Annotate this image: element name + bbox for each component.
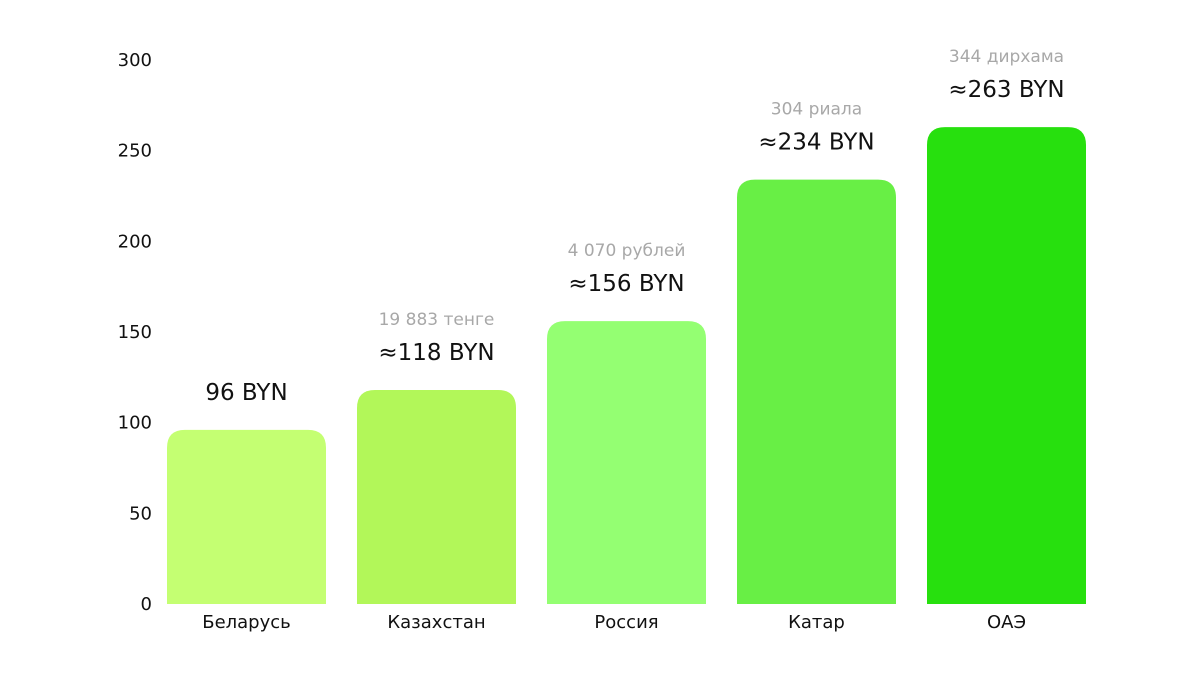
bar-local-amount-label: 304 риала bbox=[771, 100, 862, 120]
bar bbox=[547, 321, 706, 604]
y-tick-label: 300 bbox=[118, 50, 152, 71]
y-tick-label: 250 bbox=[118, 141, 152, 162]
x-category-label: Россия bbox=[594, 612, 658, 633]
x-category-label: Беларусь bbox=[202, 612, 291, 633]
bar bbox=[357, 390, 516, 604]
bar bbox=[167, 429, 326, 604]
bar-value-label: ≈156 BYN bbox=[568, 271, 684, 297]
bar-local-amount-label: 19 883 тенге bbox=[379, 310, 495, 330]
y-tick-label: 100 bbox=[118, 413, 152, 434]
bar-value-label: 96 BYN bbox=[205, 380, 287, 406]
x-category-label: Казахстан bbox=[387, 612, 485, 633]
y-tick-label: 50 bbox=[129, 503, 152, 524]
x-category-label: ОАЭ bbox=[987, 612, 1026, 633]
y-tick-label: 200 bbox=[118, 231, 152, 252]
x-category-label: Катар bbox=[788, 612, 845, 633]
bar-value-label: ≈118 BYN bbox=[378, 340, 494, 366]
y-tick-label: 0 bbox=[141, 594, 152, 615]
bar-value-label: ≈263 BYN bbox=[948, 77, 1064, 103]
bar-local-amount-label: 4 070 рублей bbox=[568, 241, 686, 261]
bar bbox=[737, 179, 896, 604]
bar bbox=[927, 127, 1086, 605]
y-tick-label: 150 bbox=[118, 322, 152, 343]
bar-value-label: ≈234 BYN bbox=[758, 130, 874, 156]
bar-local-amount-label: 344 дирхама bbox=[949, 47, 1064, 67]
